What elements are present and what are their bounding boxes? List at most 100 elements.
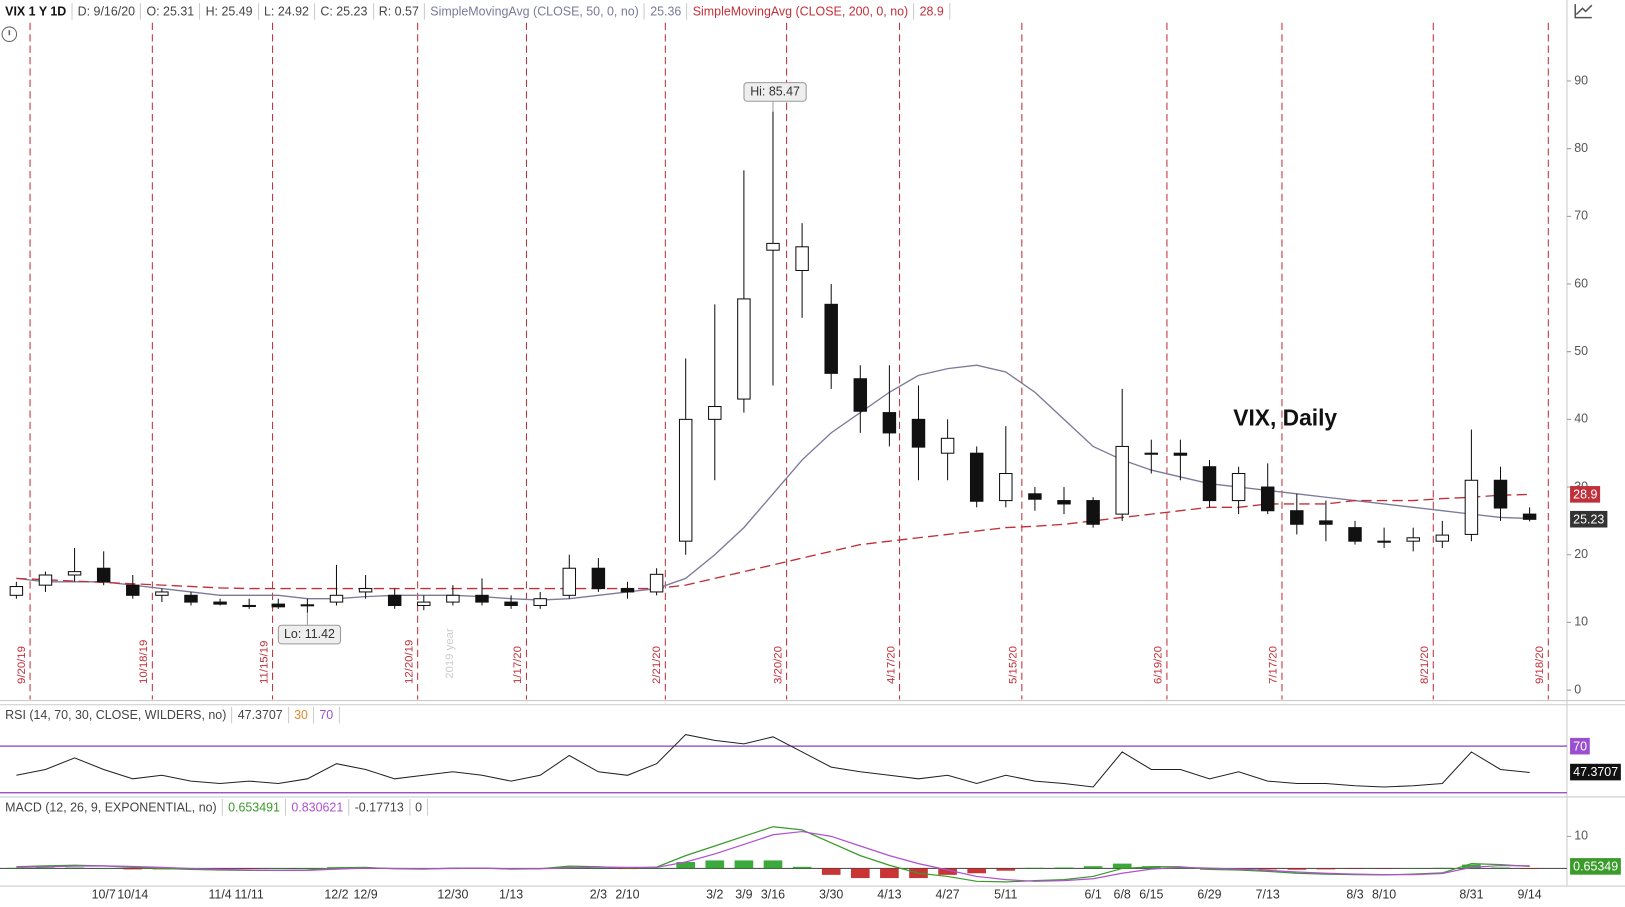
macd-histogram-bar <box>1345 868 1365 869</box>
expiration-label: 3/20/20 <box>772 646 784 684</box>
macd-histogram-bar <box>1287 868 1307 870</box>
expiration-label: 2/21/20 <box>651 646 663 684</box>
candle-body <box>184 594 198 603</box>
study-name: MACD (12, 26, 9, EXPONENTIAL, no) <box>0 799 223 816</box>
candle-body <box>1406 537 1420 542</box>
expiration-label: 10/18/19 <box>138 640 150 684</box>
quote-label: R: <box>378 4 392 19</box>
study-name: SimpleMovingAvg (CLOSE, 200, 0, no) <box>688 3 915 20</box>
candle-body <box>1086 500 1100 525</box>
study-name: RSI (14, 70, 30, CLOSE, WILDERS, no) <box>0 706 233 724</box>
candle-body <box>9 586 24 596</box>
macd-histogram-bar <box>938 868 957 875</box>
callout-box <box>743 82 807 102</box>
candle-body <box>96 567 111 583</box>
x-tick-label: 3/2 <box>706 888 723 902</box>
candle-body <box>737 298 751 400</box>
macd-histogram-bar <box>1112 863 1132 869</box>
level-badge: 70 <box>1570 737 1591 755</box>
quote-field: C: 25.23 <box>315 3 374 20</box>
candle-body <box>766 242 780 251</box>
x-tick-label: 8/10 <box>1372 888 1396 902</box>
macd-histogram-bar <box>94 868 114 869</box>
candle-body <box>824 303 838 374</box>
candle-body <box>911 418 926 448</box>
quote-value: 25.49 <box>221 4 253 19</box>
candle-body <box>358 588 373 593</box>
x-tick-label: 11/11 <box>235 888 264 902</box>
x-tick-label: 10/7 <box>92 888 116 902</box>
candle-body <box>126 584 140 596</box>
expiration-label: 4/17/20 <box>885 646 897 684</box>
candle-body <box>504 601 518 606</box>
candle-body <box>1348 527 1362 542</box>
candle-body <box>1028 493 1042 500</box>
quote-value: 0.57 <box>394 4 419 19</box>
candle-body <box>969 452 984 502</box>
y-tick-label: 40 <box>1574 412 1588 426</box>
candle-body <box>387 594 402 606</box>
drawing-tool-icon[interactable] <box>1574 4 1593 19</box>
callout-box <box>277 624 342 645</box>
candle-body <box>620 588 635 593</box>
candle-body <box>213 601 227 605</box>
symbol: VIX 1 Y 1D <box>0 3 73 20</box>
y-tick-label: 10 <box>1574 615 1588 629</box>
date: D: 9/16/20 <box>72 3 142 20</box>
expiration-label: 8/21/20 <box>1419 646 1431 684</box>
study-value: -0.17713 <box>349 799 410 816</box>
callout-label: Hi: 85.47 <box>750 85 800 99</box>
sma-badge: 28.9 <box>1570 486 1601 503</box>
expiration-label: 7/17/20 <box>1268 646 1280 684</box>
candle-body <box>1435 534 1450 542</box>
macd-histogram-bar <box>734 860 754 869</box>
alert-icon[interactable] <box>1 26 18 42</box>
macd-histogram-bar <box>1171 867 1190 869</box>
macd-histogram-bar <box>1083 866 1103 869</box>
expiration-label: 1/17/20 <box>512 646 524 684</box>
callout-value: 85.47 <box>769 85 800 99</box>
macd-histogram-bar <box>676 862 696 869</box>
candle-body <box>940 437 955 454</box>
y-tick-label: 60 <box>1574 276 1588 290</box>
zero-label: 0 <box>410 799 429 816</box>
quote-field: R: 0.57 <box>374 3 426 20</box>
rsi-header: RSI (14, 70, 30, CLOSE, WILDERS, no) 47.3… <box>0 706 340 724</box>
expiration-label: 6/19/20 <box>1153 646 1165 684</box>
quote-field: L: 24.92 <box>259 3 316 20</box>
candle-body <box>1231 472 1246 502</box>
y-tick-label: 80 <box>1574 141 1588 155</box>
x-tick-label: 3/16 <box>761 888 785 902</box>
x-tick-label: 8/31 <box>1459 888 1483 902</box>
x-tick-label: 10/14 <box>117 888 148 902</box>
macd-histogram-bar <box>7 867 26 869</box>
candle-body <box>38 574 53 586</box>
quote-value: 24.92 <box>277 4 309 19</box>
candle-body <box>882 412 897 434</box>
study-value: 0.653491 <box>223 799 287 816</box>
candle-body <box>475 594 489 603</box>
candle-body <box>795 246 809 272</box>
macd-histogram-bar <box>967 868 987 874</box>
macd-histogram-bar <box>239 868 259 869</box>
study-value: 25.36 <box>645 3 688 20</box>
y-tick-label: 0 <box>1574 682 1581 696</box>
callout-value: 11.42 <box>305 627 335 641</box>
macd-histogram-bar <box>1403 868 1423 869</box>
candle-body <box>1464 479 1479 535</box>
macd-histogram-bar <box>589 868 608 869</box>
macd-histogram-bar <box>1025 867 1045 869</box>
macd-histogram-bar <box>1491 867 1510 869</box>
callout-text: Hi: <box>750 85 765 99</box>
expiration-label: 11/15/19 <box>258 641 270 684</box>
quote-field: H: 25.49 <box>200 3 259 20</box>
candle-body <box>446 594 460 603</box>
candle-body <box>678 418 693 542</box>
macd-histogram-bar <box>1432 867 1452 869</box>
candle-body <box>300 604 315 607</box>
macd-histogram-bar <box>821 868 841 875</box>
candle-body <box>562 567 577 596</box>
candle-body <box>155 591 169 596</box>
quote-label: O: <box>146 4 160 19</box>
